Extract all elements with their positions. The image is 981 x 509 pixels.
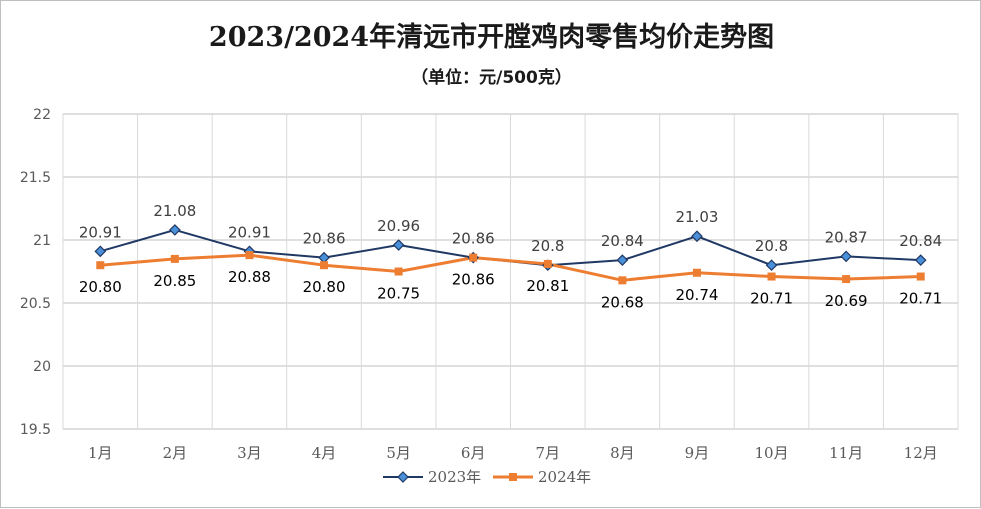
data-point [842,275,851,284]
data-label: 20.71 [750,290,793,308]
legend-marker [397,471,409,483]
data-label: 20.86 [452,230,495,248]
data-label: 20.91 [228,223,271,241]
data-label: 20.87 [825,228,868,246]
series-lines [100,228,921,282]
data-point [616,254,629,267]
y-tick-label: 21.5 [20,170,51,186]
data-point [691,230,703,243]
data-point [394,267,403,276]
data-label: 20.86 [303,230,346,248]
data-label: 20.84 [899,232,942,250]
data-label: 20.69 [825,292,868,310]
data-point [840,250,852,263]
y-tick-label: 21 [33,233,51,249]
x-tick-label: 5月 [386,444,411,462]
data-label: 20.84 [601,232,644,250]
x-tick-label: 8月 [610,444,635,462]
data-labels: 20.91 21.08 20.91 20.86 20.96 20.86 20.8 20.84 2… [79,202,942,311]
x-tick-label: 9月 [685,444,710,462]
data-point [914,254,927,267]
y-tick-label: 19.5 [20,422,51,438]
data-point [94,245,107,258]
data-point [618,276,627,285]
data-label: 20.80 [79,278,122,296]
series-markers [94,224,927,285]
gridlines [62,113,959,430]
chart-subtitle: （单位：元/500克） [411,68,572,88]
data-label: 20.71 [899,290,942,308]
data-point [767,272,776,281]
data-point [392,239,405,251]
x-axis: 1月 2月 3月 4月 5月 6月 7月 8月 9月 10月 11月 12月 [88,444,938,462]
x-tick-label: 1月 [88,444,113,462]
data-label: 20.8 [531,237,564,255]
data-point [245,251,254,260]
data-point [916,272,925,281]
data-point [469,253,478,262]
data-label: 20.8 [755,237,788,255]
x-tick-label: 12月 [904,444,938,462]
series-line-2 [100,253,921,282]
legend-label: 2024年 [538,468,591,486]
y-tick-label: 20.5 [20,296,51,312]
y-tick-label: 20 [33,359,51,375]
data-point [320,261,329,270]
data-label: 21.03 [675,208,718,226]
x-tick-label: 4月 [312,444,337,462]
data-label: 20.88 [228,268,271,286]
data-point [692,268,701,277]
data-point [318,251,330,264]
x-tick-label: 2月 [163,444,188,462]
data-label: 20.81 [526,277,569,295]
x-tick-label: 7月 [536,444,561,462]
x-tick-label: 10月 [754,444,788,462]
x-tick-label: 3月 [237,444,262,462]
legend-label: 2023年 [428,468,481,486]
x-tick-label: 6月 [461,444,486,462]
data-label: 20.68 [601,293,644,311]
data-point [96,261,105,270]
data-label: 20.75 [377,285,420,303]
chart-title: 2023/2024年清远市开膛鸡肉零售均价走势图 [208,22,775,53]
legend-marker [509,473,517,481]
data-label: 20.80 [303,278,346,296]
data-point [543,259,552,268]
data-label: 20.96 [377,217,420,235]
y-axis: 22 21.5 21 20.5 20 19.5 [20,107,51,438]
data-label: 20.86 [452,271,495,289]
data-point [169,224,181,236]
y-tick-label: 22 [33,107,51,123]
data-label: 20.74 [675,286,718,304]
x-tick-label: 11月 [829,444,863,462]
legend: 2023年 2024年 [383,468,591,486]
data-label: 21.08 [153,202,196,220]
data-label: 20.85 [153,272,196,290]
data-point [765,259,778,272]
data-label: 20.91 [79,223,122,241]
data-point [170,254,179,263]
